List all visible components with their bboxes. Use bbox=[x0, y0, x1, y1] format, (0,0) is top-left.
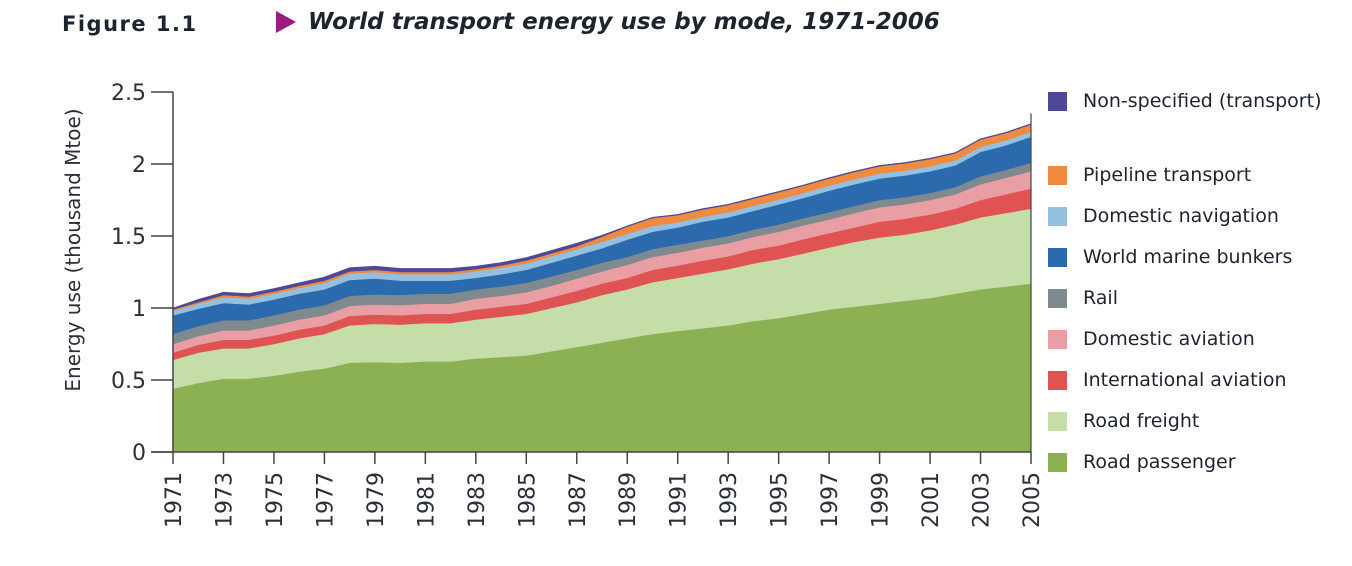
legend-item: Non-specified (transport) bbox=[1048, 90, 1323, 164]
axes: 0 0.5 1 1.5 2 2.5 1971 1973 1975 1977 1979 1981 1983… bbox=[111, 81, 1045, 528]
legend-label: Pipeline transport bbox=[1083, 164, 1252, 186]
legend-label: Domestic aviation bbox=[1083, 328, 1255, 350]
legend-label: Road freight bbox=[1083, 410, 1200, 432]
y-axis-title: Energy use (thousand Mtoe) bbox=[61, 108, 85, 391]
x-tick-label: 1973 bbox=[212, 472, 237, 528]
legend-item: Rail bbox=[1048, 287, 1323, 328]
figure-number: Figure 1.1 bbox=[62, 12, 198, 36]
x-tick-label: 1995 bbox=[768, 472, 793, 528]
x-tick-label: 2003 bbox=[970, 472, 995, 528]
legend-swatch bbox=[1048, 412, 1067, 431]
y-tick-label: 0.5 bbox=[111, 369, 146, 394]
legend-item: International aviation bbox=[1048, 369, 1323, 410]
title-arrow-icon bbox=[276, 11, 296, 33]
x-tick-label: 1979 bbox=[364, 472, 389, 528]
legend-label: Non-specified (transport) bbox=[1083, 90, 1322, 112]
legend-swatch bbox=[1048, 248, 1067, 267]
legend-label: Domestic navigation bbox=[1083, 205, 1279, 227]
y-tick-label: 2 bbox=[132, 153, 146, 178]
x-tick-label: 1993 bbox=[717, 472, 742, 528]
x-tick-label: 1977 bbox=[313, 472, 338, 528]
legend: Non-specified (transport) Pipeline transp… bbox=[1048, 90, 1323, 492]
x-tick-label: 1981 bbox=[414, 472, 439, 528]
legend-swatch bbox=[1048, 92, 1067, 111]
series-areas bbox=[172, 123, 1032, 453]
x-tick-label: 1985 bbox=[515, 472, 540, 528]
legend-item: Domestic navigation bbox=[1048, 205, 1323, 246]
legend-label: Road passenger bbox=[1083, 451, 1236, 473]
legend-label: World marine bunkers bbox=[1083, 246, 1293, 268]
x-tick-label: 2005 bbox=[1020, 472, 1045, 528]
legend-swatch bbox=[1048, 453, 1067, 472]
x-tick-label: 1997 bbox=[818, 472, 843, 528]
legend-swatch bbox=[1048, 289, 1067, 308]
figure-title-group: World transport energy use by mode, 1971… bbox=[276, 9, 940, 35]
legend-swatch bbox=[1048, 207, 1067, 226]
x-tick-label: 1999 bbox=[869, 472, 894, 528]
x-tick-label: 1971 bbox=[162, 472, 187, 528]
legend-item: Road passenger bbox=[1048, 451, 1323, 492]
x-tick-label: 1975 bbox=[263, 472, 288, 528]
y-tick-label: 0 bbox=[132, 441, 146, 466]
x-tick-label: 1991 bbox=[667, 472, 692, 528]
y-tick-label: 2.5 bbox=[111, 81, 146, 106]
x-tick-label: 1989 bbox=[616, 472, 641, 528]
legend-item: Domestic aviation bbox=[1048, 328, 1323, 369]
legend-item: Pipeline transport bbox=[1048, 164, 1323, 205]
legend-item: Road freight bbox=[1048, 410, 1323, 451]
x-tick-label: 1987 bbox=[566, 472, 591, 528]
legend-label: International aviation bbox=[1083, 369, 1287, 391]
y-tick-label: 1 bbox=[132, 297, 146, 322]
legend-swatch bbox=[1048, 371, 1067, 390]
x-tick-label: 1983 bbox=[465, 472, 490, 528]
legend-swatch bbox=[1048, 330, 1067, 349]
legend-label: Rail bbox=[1083, 287, 1118, 309]
chart-title: World transport energy use by mode, 1971… bbox=[308, 9, 940, 35]
legend-swatch bbox=[1048, 166, 1067, 185]
x-tick-label: 2001 bbox=[919, 472, 944, 528]
y-tick-label: 1.5 bbox=[111, 225, 146, 250]
legend-item: World marine bunkers bbox=[1048, 246, 1323, 287]
